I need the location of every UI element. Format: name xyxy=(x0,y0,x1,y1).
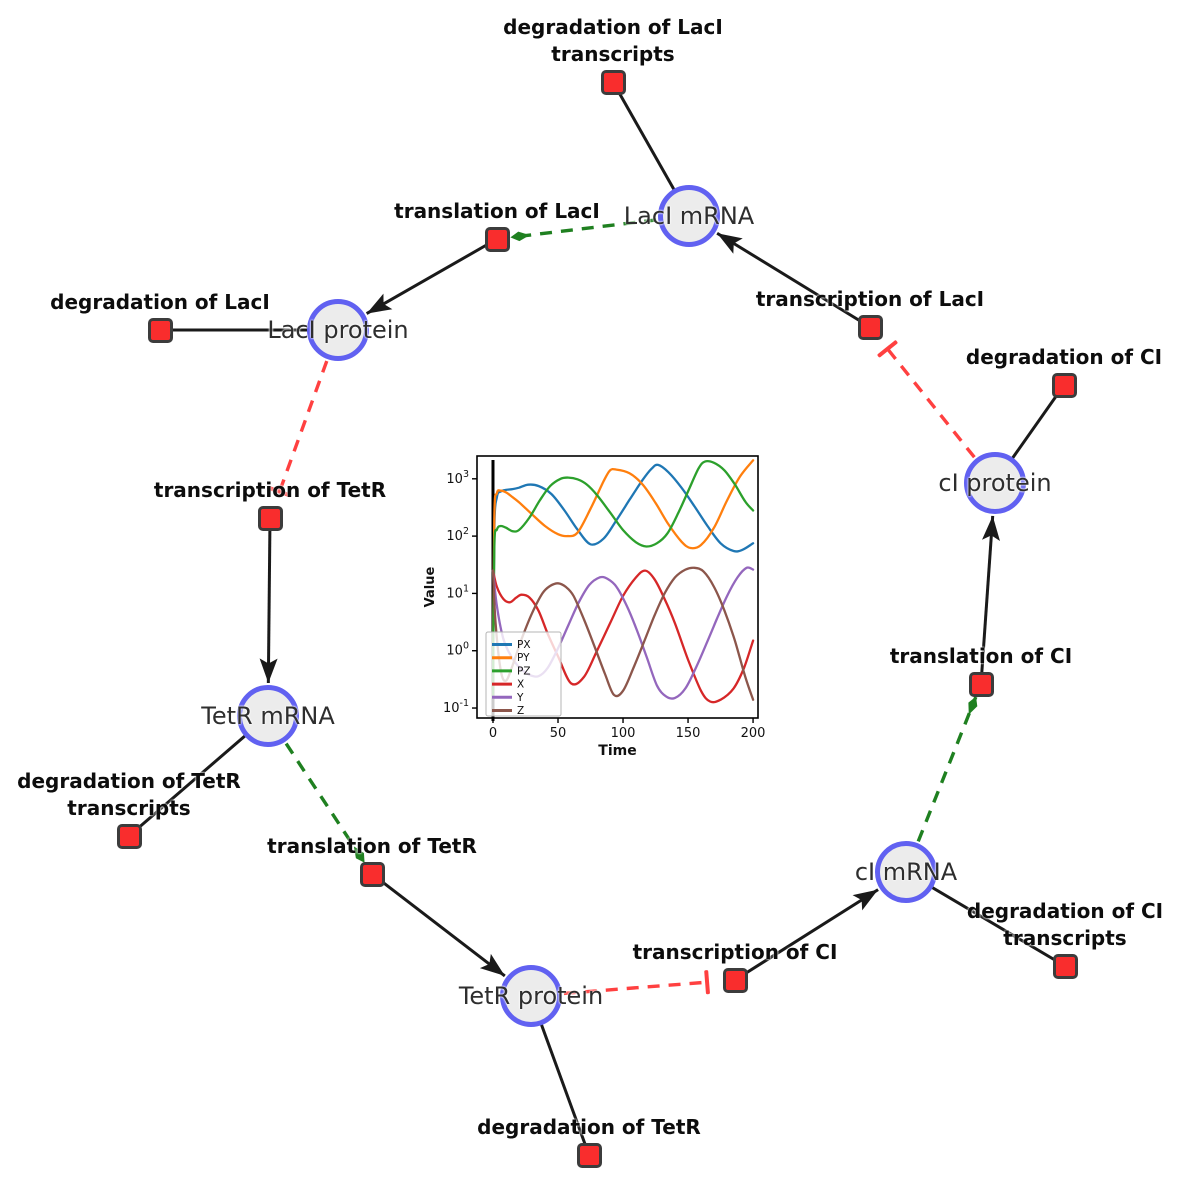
reaction-label-deg-ci: degradation of CI xyxy=(966,344,1162,371)
reaction-label-transcription-laci: transcription of LacI xyxy=(756,286,984,313)
reaction-label-line: degradation of CI xyxy=(966,899,1164,923)
x-tick-label: 150 xyxy=(676,726,701,741)
species-node-laci-protein xyxy=(307,299,369,361)
reaction-label-line: transcripts xyxy=(551,42,675,66)
reaction-label-line: translation of CI xyxy=(889,644,1073,668)
reaction-label-deg-laci: degradation of LacI xyxy=(50,289,270,316)
series-X xyxy=(491,569,755,704)
species-label-laci-mrna: LacI mRNA xyxy=(623,202,755,230)
species-node-tetr-mrna xyxy=(237,685,299,747)
species-node-ci-protein xyxy=(964,452,1026,514)
reaction-label-transcription-tetr: transcription of TetR xyxy=(154,477,386,504)
edge-production-transcription-tetr-to-tetr-mrna xyxy=(259,517,278,684)
edge-production-transcription-ci-to-ci-mrna xyxy=(734,888,879,982)
reaction-node-translation-tetr xyxy=(359,861,385,887)
reaction-node-transcription-ci xyxy=(722,967,748,993)
reaction-label-line: transcripts xyxy=(1003,926,1127,950)
edge-production-translation-ci-to-ci-protein xyxy=(979,515,1000,685)
reaction-node-transcription-laci xyxy=(857,314,883,340)
reaction-label-translation-laci: translation of LacI xyxy=(394,198,600,225)
y-axis-label: Value xyxy=(423,566,438,607)
reaction-node-transcription-tetr xyxy=(257,505,283,531)
reaction-label-line: translation of TetR xyxy=(267,834,477,858)
species-node-ci-mrna xyxy=(875,841,937,903)
species-label-laci-protein: LacI protein xyxy=(267,316,409,344)
reaction-label-deg-tetr: degradation of TetR xyxy=(477,1114,701,1141)
species-node-tetr-protein xyxy=(500,965,562,1027)
y-tick-label: 103 xyxy=(446,469,469,487)
edge-modifier-ci-mrna-to-translation-ci xyxy=(916,696,978,842)
y-tick-label: 102 xyxy=(446,526,469,544)
plot-legend xyxy=(485,631,562,717)
species-label-ci-protein: cI protein xyxy=(938,469,1052,497)
plot-axes-frame xyxy=(476,455,759,719)
reaction-label-deg-tetr-transcripts: degradation of TetR transcripts xyxy=(17,768,241,822)
x-tick-label: 0 xyxy=(489,726,497,741)
reaction-node-deg-ci xyxy=(1051,372,1077,398)
edge-production-translation-tetr-to-tetr-protein xyxy=(371,872,506,978)
edge-production-transcription-laci-to-laci-mrna xyxy=(716,231,871,329)
series-PZ xyxy=(491,460,755,700)
y-tick-label: 101 xyxy=(446,583,469,601)
reaction-node-deg-ci-transcripts xyxy=(1052,953,1078,979)
reaction-label-line: degradation of LacI xyxy=(50,290,270,314)
reaction-label-line: degradation of CI xyxy=(965,345,1163,369)
series-PY xyxy=(491,459,755,700)
edge-modifier-laci-mrna-to-translation-laci xyxy=(510,218,657,242)
edge-inhibition-ci-protein-to-transcription-laci xyxy=(877,340,976,459)
y-tick-label: 100 xyxy=(446,641,469,659)
legend-label-Z: Z xyxy=(517,705,524,717)
reaction-label-translation-tetr: translation of TetR xyxy=(267,833,477,860)
reaction-label-line: transcription of LacI xyxy=(755,287,985,311)
y-tick-label: 10-1 xyxy=(443,698,469,716)
x-tick-label: 200 xyxy=(741,726,766,741)
x-axis-label: Time xyxy=(598,743,636,759)
reaction-node-deg-laci-transcripts xyxy=(600,69,626,95)
reaction-label-line: degradation of LacI xyxy=(503,15,723,39)
reaction-label-translation-ci: translation of CI xyxy=(890,643,1072,670)
reaction-label-deg-ci-transcripts: degradation of CI transcripts xyxy=(967,898,1163,952)
species-label-tetr-protein: TetR protein xyxy=(458,982,604,1010)
edge-inhibition-laci-protein-to-transcription-tetr xyxy=(267,360,329,498)
species-node-laci-mrna xyxy=(658,185,720,247)
series-PX xyxy=(491,463,755,700)
x-tick-label: 50 xyxy=(550,726,567,741)
x-tick-label: 100 xyxy=(611,726,636,741)
reaction-node-translation-ci xyxy=(968,671,994,697)
plot-background xyxy=(420,440,776,757)
edge-modifier-tetr-mrna-to-translation-tetr xyxy=(284,742,366,864)
legend-label-X: X xyxy=(517,679,524,691)
reaction-label-line: transcripts xyxy=(67,796,191,820)
legend-label-PX: PX xyxy=(517,639,531,651)
reaction-label-line: translation of LacI xyxy=(394,199,600,223)
reaction-node-translation-laci xyxy=(484,226,510,252)
species-label-ci-mrna: cI mRNA xyxy=(854,858,958,886)
edge-production-translation-laci-to-laci-protein xyxy=(365,237,498,315)
reaction-node-deg-laci xyxy=(147,317,173,343)
reaction-node-deg-tetr xyxy=(576,1142,602,1168)
reaction-label-transcription-ci: transcription of CI xyxy=(633,939,838,966)
species-label-tetr-mrna: TetR mRNA xyxy=(201,702,335,730)
reaction-label-deg-laci-transcripts: degradation of LacI transcripts xyxy=(503,14,723,68)
reaction-label-line: transcription of TetR xyxy=(153,478,387,502)
legend-label-PY: PY xyxy=(517,652,530,664)
reaction-label-line: transcription of CI xyxy=(632,940,838,964)
legend-label-Y: Y xyxy=(516,692,524,704)
edge-inhibition-tetr-protein-to-transcription-ci xyxy=(563,970,710,996)
reaction-label-line: degradation of TetR xyxy=(17,769,241,793)
reaction-label-line: degradation of TetR xyxy=(477,1115,701,1139)
legend-label-PZ: PZ xyxy=(517,665,531,677)
reaction-node-deg-tetr-transcripts xyxy=(116,823,142,849)
